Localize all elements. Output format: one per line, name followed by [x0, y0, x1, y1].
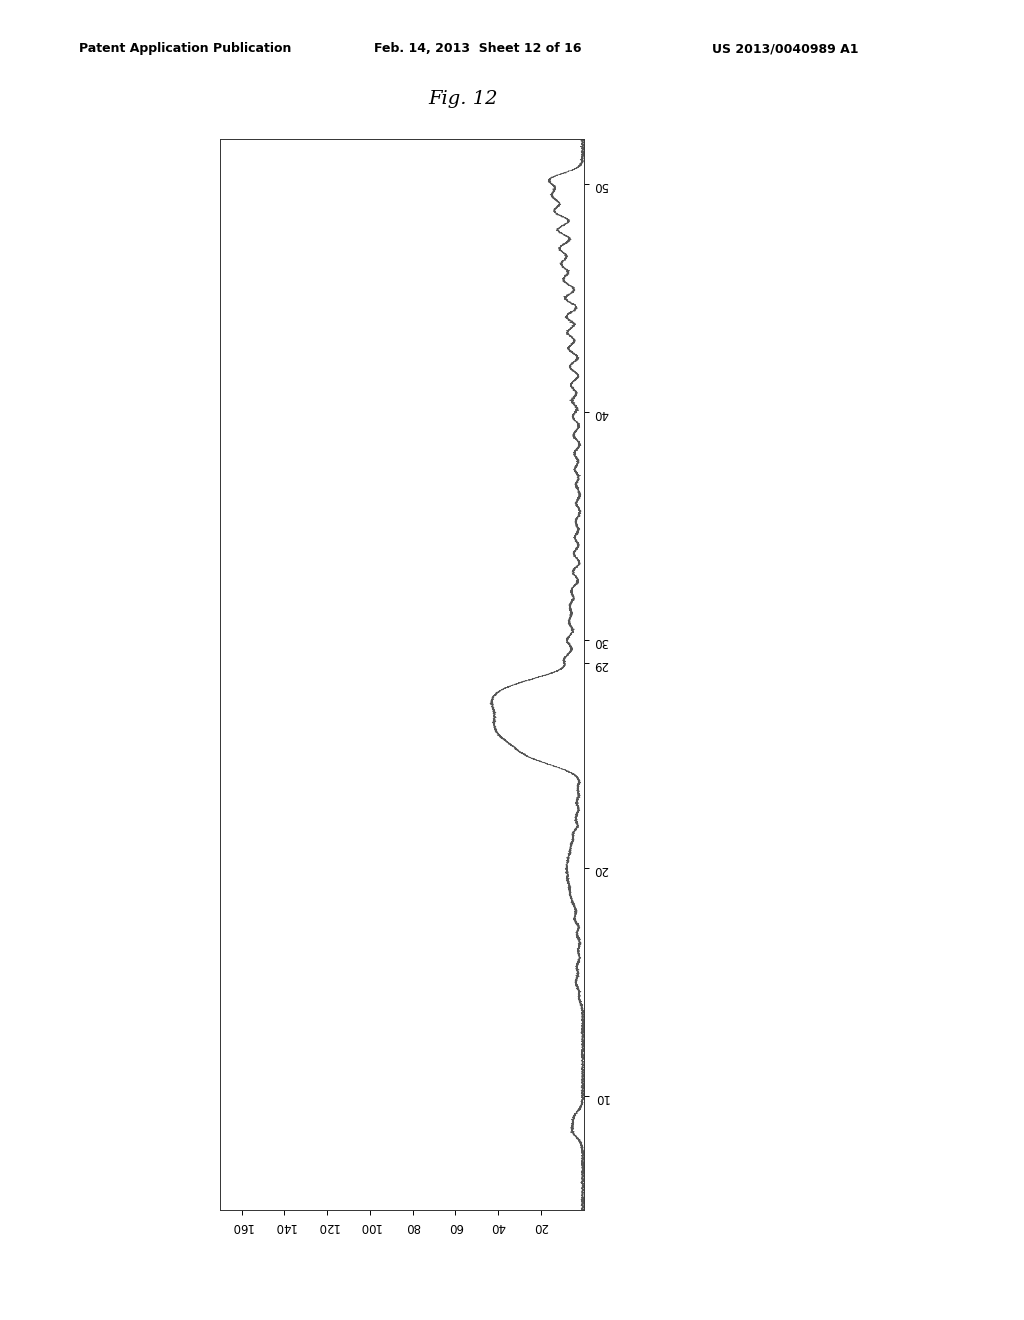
Text: Feb. 14, 2013  Sheet 12 of 16: Feb. 14, 2013 Sheet 12 of 16: [374, 42, 582, 55]
Text: Patent Application Publication: Patent Application Publication: [79, 42, 291, 55]
Text: Fig. 12: Fig. 12: [428, 90, 498, 108]
Text: US 2013/0040989 A1: US 2013/0040989 A1: [712, 42, 858, 55]
